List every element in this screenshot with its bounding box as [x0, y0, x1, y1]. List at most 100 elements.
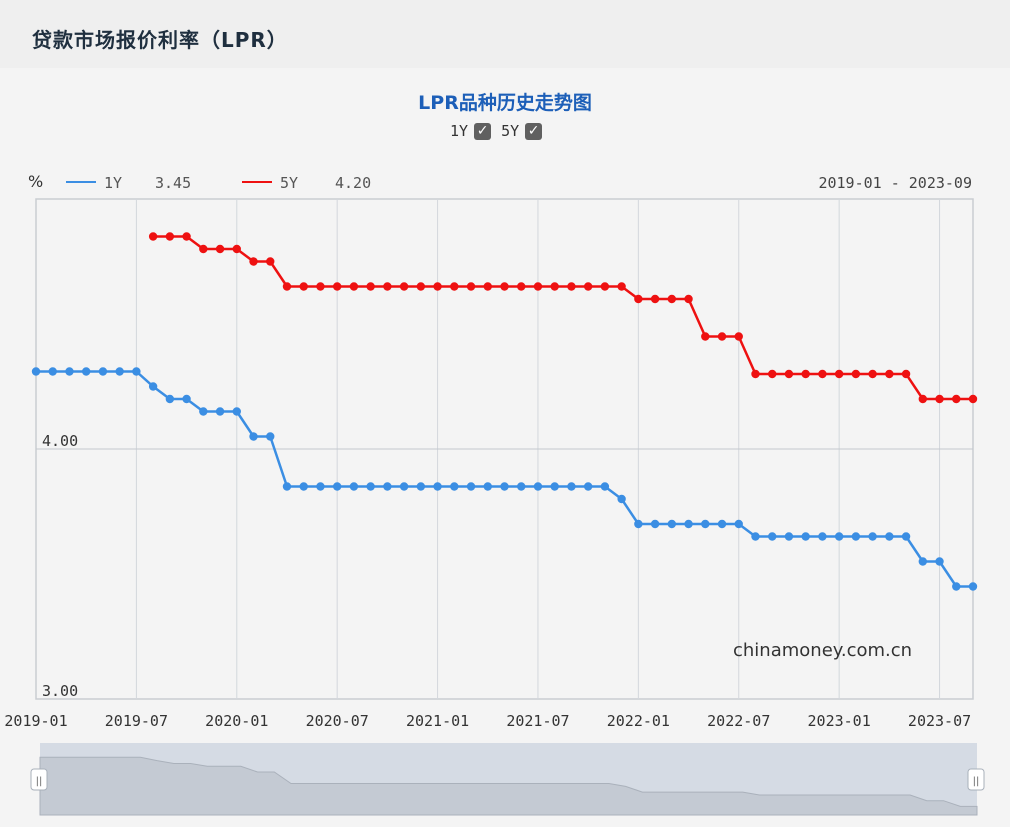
- data-point-1y[interactable]: [667, 519, 677, 529]
- data-point-5y[interactable]: [533, 282, 543, 291]
- toggle-1y[interactable]: 1Y ✓: [450, 122, 492, 140]
- data-point-5y[interactable]: [952, 394, 961, 404]
- data-point-1y[interactable]: [215, 407, 225, 416]
- data-point-1y[interactable]: [165, 394, 175, 404]
- data-point-1y[interactable]: [366, 482, 375, 491]
- data-point-1y[interactable]: [567, 482, 576, 491]
- data-point-1y[interactable]: [416, 482, 426, 491]
- data-point-5y[interactable]: [215, 244, 225, 254]
- legend-item-5y[interactable]: 5Y 4.20: [242, 174, 371, 192]
- data-point-1y[interactable]: [784, 532, 794, 541]
- data-point-1y[interactable]: [383, 482, 392, 491]
- data-point-1y[interactable]: [433, 482, 442, 491]
- data-point-1y[interactable]: [583, 482, 593, 491]
- navigator-handle-left[interactable]: ||: [30, 768, 48, 791]
- data-point-1y[interactable]: [901, 532, 911, 541]
- data-point-1y[interactable]: [399, 482, 409, 491]
- legend-item-1y[interactable]: 1Y 3.45: [66, 174, 191, 192]
- data-point-5y[interactable]: [834, 369, 844, 379]
- data-point-1y[interactable]: [148, 382, 158, 391]
- data-point-5y[interactable]: [768, 369, 777, 379]
- data-point-5y[interactable]: [500, 282, 509, 291]
- data-point-5y[interactable]: [232, 244, 241, 254]
- navigator[interactable]: || ||: [30, 743, 985, 816]
- checkbox-checked-icon[interactable]: ✓: [474, 122, 492, 140]
- data-point-5y[interactable]: [751, 369, 760, 379]
- data-point-1y[interactable]: [751, 532, 760, 541]
- data-point-1y[interactable]: [500, 482, 509, 491]
- data-point-1y[interactable]: [885, 532, 894, 541]
- checkbox-checked-icon[interactable]: ✓: [525, 122, 543, 140]
- data-point-5y[interactable]: [165, 232, 175, 241]
- data-point-1y[interactable]: [701, 519, 710, 529]
- data-point-1y[interactable]: [349, 482, 359, 491]
- data-point-5y[interactable]: [332, 282, 342, 291]
- data-point-5y[interactable]: [634, 294, 643, 304]
- data-point-5y[interactable]: [299, 282, 308, 291]
- data-point-1y[interactable]: [517, 482, 526, 491]
- data-point-1y[interactable]: [299, 482, 308, 491]
- data-point-1y[interactable]: [98, 367, 108, 376]
- data-point-1y[interactable]: [801, 532, 810, 541]
- data-point-1y[interactable]: [182, 394, 191, 404]
- data-point-1y[interactable]: [81, 367, 91, 376]
- data-point-5y[interactable]: [701, 332, 710, 341]
- navigator-handle-right[interactable]: ||: [967, 768, 985, 791]
- data-point-5y[interactable]: [617, 282, 626, 291]
- data-point-5y[interactable]: [717, 332, 727, 341]
- data-point-5y[interactable]: [349, 282, 359, 291]
- data-point-1y[interactable]: [450, 482, 459, 491]
- data-point-1y[interactable]: [717, 519, 727, 529]
- data-point-5y[interactable]: [818, 369, 827, 379]
- data-point-1y[interactable]: [600, 482, 610, 491]
- data-point-1y[interactable]: [851, 532, 861, 541]
- data-point-1y[interactable]: [249, 432, 258, 441]
- data-point-5y[interactable]: [550, 282, 559, 291]
- data-point-5y[interactable]: [667, 294, 677, 304]
- data-point-5y[interactable]: [918, 394, 928, 404]
- data-point-5y[interactable]: [316, 282, 325, 291]
- data-point-5y[interactable]: [684, 294, 693, 304]
- data-point-1y[interactable]: [818, 532, 827, 541]
- data-point-5y[interactable]: [282, 282, 292, 291]
- data-point-5y[interactable]: [199, 244, 208, 254]
- data-point-1y[interactable]: [316, 482, 325, 491]
- data-point-5y[interactable]: [567, 282, 576, 291]
- data-point-1y[interactable]: [935, 557, 944, 566]
- data-point-1y[interactable]: [918, 557, 928, 566]
- data-point-5y[interactable]: [366, 282, 375, 291]
- data-point-1y[interactable]: [617, 494, 626, 504]
- data-point-5y[interactable]: [784, 369, 794, 379]
- data-point-1y[interactable]: [199, 407, 208, 416]
- data-point-5y[interactable]: [901, 369, 911, 379]
- data-point-1y[interactable]: [483, 482, 492, 491]
- data-point-5y[interactable]: [851, 369, 861, 379]
- data-point-5y[interactable]: [885, 369, 894, 379]
- data-point-5y[interactable]: [935, 394, 944, 404]
- data-point-5y[interactable]: [600, 282, 610, 291]
- data-point-5y[interactable]: [968, 394, 978, 404]
- data-point-1y[interactable]: [65, 367, 74, 376]
- data-point-1y[interactable]: [734, 519, 743, 529]
- data-point-5y[interactable]: [466, 282, 476, 291]
- data-point-5y[interactable]: [734, 332, 743, 341]
- data-point-1y[interactable]: [466, 482, 476, 491]
- data-point-1y[interactable]: [550, 482, 559, 491]
- data-point-5y[interactable]: [801, 369, 810, 379]
- data-point-1y[interactable]: [684, 519, 693, 529]
- data-point-5y[interactable]: [583, 282, 593, 291]
- data-point-5y[interactable]: [450, 282, 459, 291]
- data-point-5y[interactable]: [868, 369, 877, 379]
- data-point-1y[interactable]: [132, 367, 141, 376]
- data-point-1y[interactable]: [115, 367, 124, 376]
- data-point-1y[interactable]: [266, 432, 275, 441]
- data-point-5y[interactable]: [483, 282, 492, 291]
- data-point-5y[interactable]: [383, 282, 392, 291]
- data-point-5y[interactable]: [650, 294, 660, 304]
- data-point-5y[interactable]: [148, 232, 158, 241]
- data-point-1y[interactable]: [533, 482, 543, 491]
- data-point-5y[interactable]: [249, 257, 258, 266]
- data-point-1y[interactable]: [332, 482, 342, 491]
- data-point-1y[interactable]: [868, 532, 877, 541]
- data-point-1y[interactable]: [768, 532, 777, 541]
